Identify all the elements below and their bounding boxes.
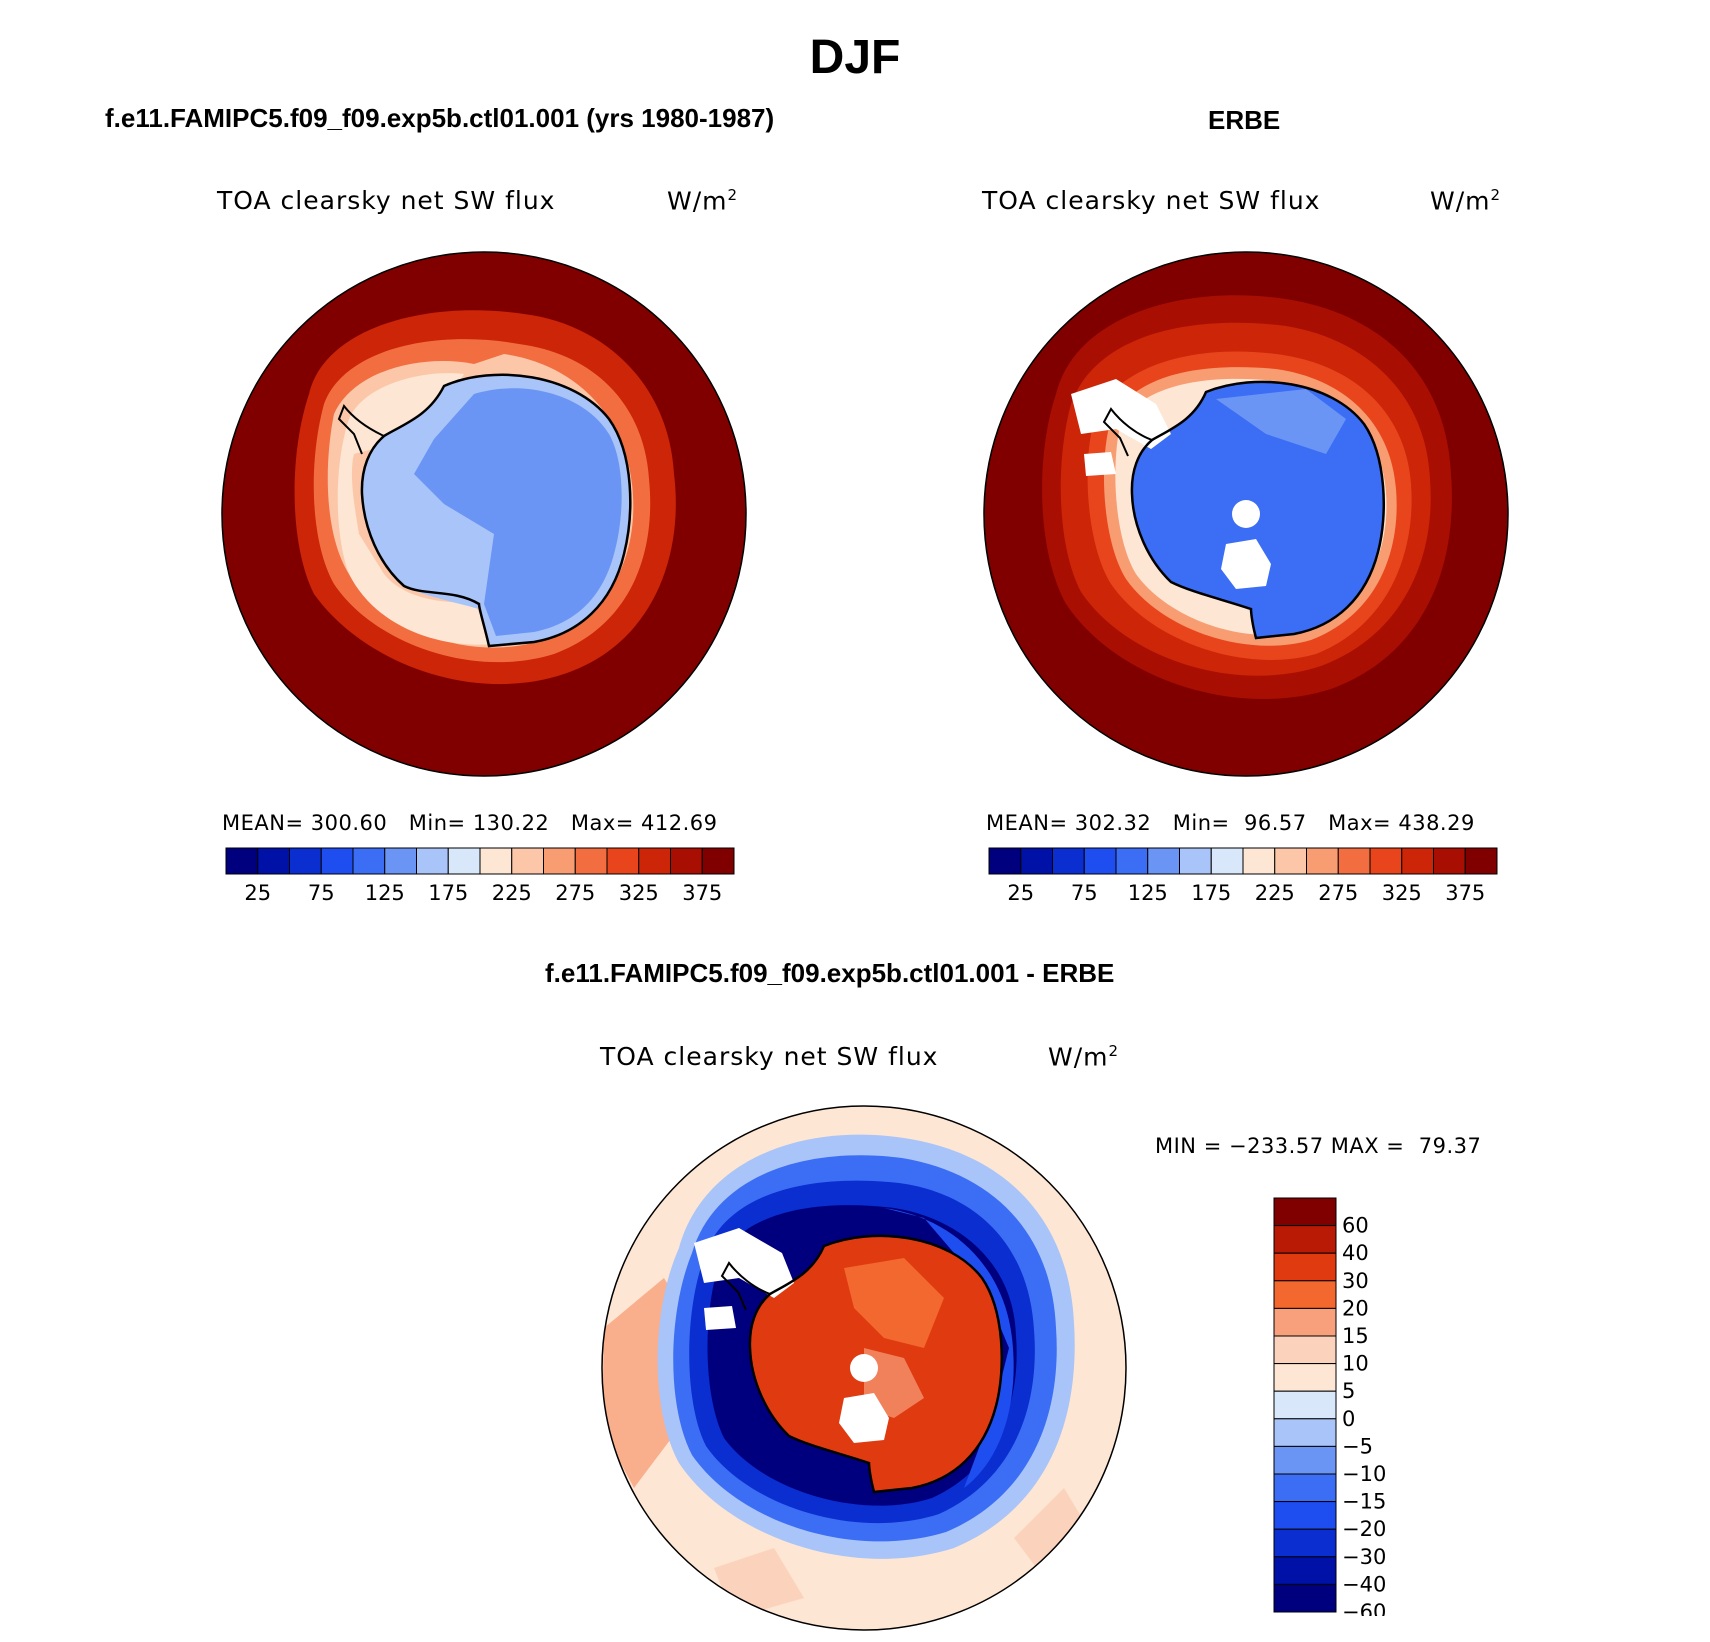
colorbar-swatch: [1306, 847, 1339, 875]
colorbar-swatch: [1273, 1473, 1337, 1503]
colorbar-tick-label: 175: [1191, 881, 1231, 905]
colorbar-tick-label: −15: [1342, 1490, 1386, 1514]
colorbar-swatch: [416, 847, 449, 875]
colorbar-swatch: [1147, 847, 1180, 875]
colorbar-swatch: [1020, 847, 1053, 875]
panel1-colorbar: 25 75 125 175 225 275 325 375: [225, 847, 735, 905]
colorbar-swatch: [1273, 1252, 1337, 1282]
panel2-stats: MEAN= 302.32 Min= 96.57 Max= 438.29: [986, 811, 1475, 835]
colorbar-swatch: [1273, 1501, 1337, 1530]
panel1-variable-label: TOA clearsky net SW flux: [217, 186, 556, 215]
colorbar-swatch: [1115, 847, 1149, 875]
colorbar-swatch: [670, 847, 703, 875]
colorbar-swatch: [1369, 847, 1403, 875]
colorbar-swatch: [1273, 1528, 1337, 1558]
panel2-colorbar: 25 75 125 175 225 275 325 375: [988, 847, 1498, 905]
colorbar-swatch: [1242, 847, 1276, 875]
colorbar-tick-label: −20: [1342, 1517, 1386, 1541]
panel1-polar-map: [221, 251, 747, 777]
panel1-stats: MEAN= 300.60 Min= 130.22 Max= 412.69: [222, 811, 718, 835]
colorbar-swatch: [543, 847, 576, 875]
panel1-title: f.e11.FAMIPC5.f09_f09.exp5b.ctl01.001 (y…: [105, 103, 775, 133]
colorbar-swatch: [1273, 1363, 1337, 1392]
colorbar-swatch: [1273, 1445, 1337, 1475]
colorbar-tick-label: 20: [1342, 1296, 1369, 1320]
colorbar-tick-label: 125: [365, 881, 405, 905]
colorbar-tick-label: −10: [1342, 1462, 1386, 1486]
panel2-title: ERBE: [1208, 105, 1281, 135]
colorbar-swatch: [257, 847, 290, 875]
colorbar-tick-label: 225: [492, 881, 532, 905]
colorbar-tick-label: −5: [1342, 1434, 1373, 1458]
panel2-polar-map: [983, 251, 1509, 777]
panel3-units-label: W/m2: [1048, 1042, 1120, 1072]
colorbar-tick-label: 325: [1382, 881, 1422, 905]
colorbar-swatch: [1179, 847, 1212, 875]
colorbar-tick-label: 10: [1342, 1352, 1369, 1376]
panel2-variable-label: TOA clearsky net SW flux: [982, 186, 1321, 215]
colorbar-tick-label: 125: [1128, 881, 1168, 905]
colorbar-tick-label: 225: [1255, 881, 1295, 905]
colorbar-tick-label: 15: [1342, 1324, 1369, 1348]
colorbar-tick-label: 25: [1007, 881, 1034, 905]
colorbar-swatch: [479, 847, 513, 875]
colorbar-swatch: [1273, 1335, 1337, 1365]
panel3-variable-label: TOA clearsky net SW flux: [600, 1042, 939, 1071]
colorbar-tick-label: −60: [1342, 1600, 1386, 1616]
colorbar-swatch: [1337, 847, 1371, 875]
colorbar-swatch: [320, 847, 354, 875]
colorbar-swatch: [574, 847, 608, 875]
colorbar-swatch: [988, 847, 1022, 875]
colorbar-swatch: [1273, 1390, 1337, 1420]
colorbar-tick-label: 60: [1342, 1214, 1369, 1238]
colorbar-tick-label: 30: [1342, 1269, 1369, 1293]
colorbar-swatch: [1273, 1225, 1337, 1254]
colorbar-tick-label: 325: [619, 881, 659, 905]
colorbar-tick-label: −40: [1342, 1572, 1386, 1596]
colorbar-tick-label: −30: [1342, 1545, 1386, 1569]
colorbar-swatch: [638, 847, 671, 875]
colorbar-swatch: [511, 847, 544, 875]
colorbar-swatch: [1210, 847, 1244, 875]
figure-title: DJF: [809, 31, 901, 84]
colorbar-tick-label: 75: [1071, 881, 1098, 905]
colorbar-tick-label: 375: [1445, 881, 1485, 905]
colorbar-swatch: [1273, 1556, 1337, 1585]
colorbar-swatch: [1464, 847, 1498, 875]
colorbar-swatch: [1274, 847, 1307, 875]
colorbar-swatch: [1273, 1197, 1337, 1227]
colorbar-tick-label: 75: [308, 881, 335, 905]
colorbar-tick-label: 40: [1342, 1241, 1369, 1265]
colorbar-tick-label: 275: [1318, 881, 1358, 905]
panel3-colorbar: 60 40 30 20 15 10 5 0 −5 −10 −15 −20 −30 −40 −60: [1273, 1197, 1386, 1616]
colorbar-swatch: [352, 847, 386, 875]
colorbar-swatch: [1273, 1280, 1337, 1309]
colorbar-swatch: [606, 847, 640, 875]
colorbar-swatch: [447, 847, 481, 875]
colorbar-swatch: [701, 847, 735, 875]
panel3-stats: MIN = −233.57 MAX = 79.37: [1155, 1134, 1482, 1158]
colorbar-swatch: [1273, 1418, 1337, 1447]
colorbar-swatch: [1401, 847, 1434, 875]
colorbar-swatch: [384, 847, 417, 875]
colorbar-tick-label: 5: [1342, 1379, 1355, 1403]
panel3-polar-map: [601, 1105, 1127, 1631]
colorbar-swatch: [1433, 847, 1466, 875]
colorbar-swatch: [1273, 1583, 1337, 1613]
colorbar-tick-label: 0: [1342, 1407, 1355, 1431]
colorbar-tick-label: 275: [555, 881, 595, 905]
colorbar-swatch: [1273, 1307, 1337, 1337]
colorbar-swatch: [289, 847, 322, 875]
colorbar-tick-label: 375: [682, 881, 722, 905]
panel1-units-label: W/m2: [667, 186, 739, 216]
panel3-title: f.e11.FAMIPC5.f09_f09.exp5b.ctl01.001 - …: [545, 958, 1115, 988]
colorbar-swatch: [1083, 847, 1117, 875]
panel2-units-label: W/m2: [1430, 186, 1502, 216]
colorbar-swatch: [1052, 847, 1085, 875]
colorbar-tick-label: 25: [244, 881, 271, 905]
colorbar-tick-label: 175: [428, 881, 468, 905]
colorbar-swatch: [225, 847, 259, 875]
